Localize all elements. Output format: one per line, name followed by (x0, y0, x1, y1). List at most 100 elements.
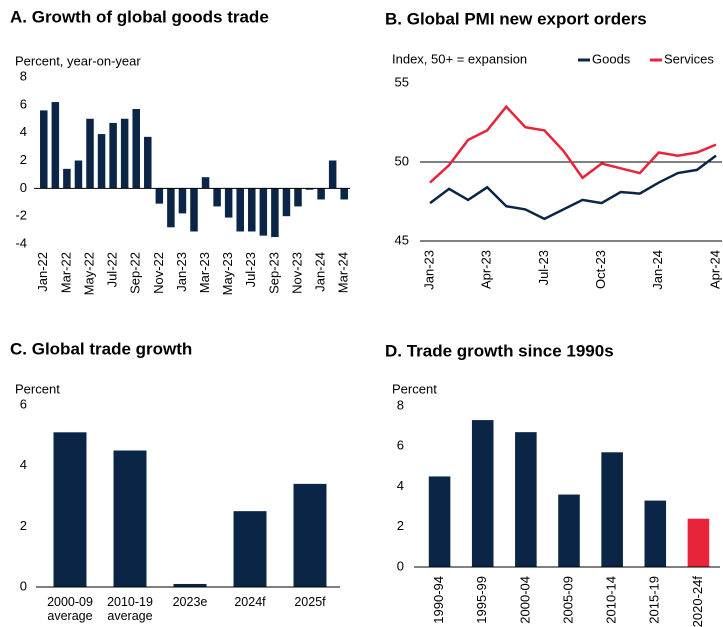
bar (248, 188, 256, 232)
bar (113, 450, 147, 587)
legend-label: Services (664, 51, 714, 66)
y-tick-label: 55 (395, 74, 409, 89)
y-tick-label: -2 (15, 208, 27, 223)
x-tick-label: 1995-99 (474, 576, 489, 624)
x-tick-label: Sep-22 (128, 252, 143, 294)
bar (293, 483, 327, 587)
chart-title: C. Global trade growth (10, 339, 192, 358)
legend-label: Goods (592, 51, 631, 66)
bar (687, 518, 710, 567)
x-tick-label: Jan-22 (35, 252, 50, 292)
bar (178, 188, 187, 214)
x-tick-label: Jul-23 (243, 252, 258, 287)
bar (515, 432, 537, 567)
y-tick-label: 8 (20, 68, 27, 83)
x-tick-label: May-22 (81, 252, 96, 295)
x-tick-label: Jan-23 (421, 250, 436, 290)
x-tick-label: 2010-14 (604, 576, 619, 624)
bar (120, 118, 129, 189)
bar (53, 432, 87, 587)
bar (109, 122, 117, 189)
x-tick-label: Jan-23 (174, 252, 189, 292)
x-tick-label: 2000-04 (517, 576, 532, 624)
bar (132, 109, 140, 189)
series-line (429, 154, 717, 221)
y-tick-label: 2 (20, 152, 27, 167)
bar (40, 110, 48, 189)
x-tick-label: Apr-23 (479, 250, 494, 289)
bar (305, 188, 314, 190)
bar (558, 494, 580, 567)
y-tick-label: 0 (20, 180, 27, 195)
y-tick-label: 50 (395, 153, 409, 168)
x-tick-label: 1990-94 (431, 576, 446, 624)
axis-subtitle: Percent (15, 381, 60, 396)
y-tick-label: 0 (397, 558, 404, 573)
bar (213, 188, 221, 207)
bar (233, 511, 267, 587)
bar (86, 118, 94, 189)
x-tick-label: 2015-19 (647, 576, 662, 624)
bar (190, 188, 198, 232)
x-tick-label: Oct-23 (593, 250, 608, 289)
x-tick-label: 2010-19 average (107, 595, 153, 623)
chart-title: D. Trade growth since 1990s (385, 341, 614, 360)
bar (601, 452, 623, 567)
x-tick-label: Mar-23 (197, 252, 212, 293)
y-tick-label: 2 (397, 518, 404, 533)
bar (201, 177, 210, 189)
x-tick-label: 2023e (172, 595, 208, 609)
y-tick-label: 2 (20, 518, 27, 533)
y-tick-label: 45 (395, 232, 409, 247)
x-tick-label: 2024f (234, 595, 266, 609)
bar (428, 476, 451, 567)
bar (144, 136, 152, 189)
y-tick-label: 4 (397, 478, 404, 493)
bar (340, 188, 348, 200)
bar (271, 188, 279, 238)
y-tick-label: 6 (20, 396, 27, 411)
x-tick-label: Mar-24 (336, 252, 351, 293)
x-tick-label: 2005-09 (560, 576, 575, 624)
x-tick-label: 2000-09 average (47, 595, 93, 623)
x-tick-label: Jan-24 (650, 250, 665, 290)
y-tick-label: 4 (20, 124, 27, 139)
bar (294, 188, 302, 207)
x-tick-label: May-23 (220, 252, 235, 295)
y-tick-label: -4 (15, 235, 27, 250)
bar (51, 102, 60, 189)
bar (644, 500, 667, 567)
y-tick-label: 4 (20, 457, 27, 472)
x-tick-label: 2025f (294, 595, 326, 609)
bar (317, 188, 325, 200)
chart-title: B. Global PMI new export orders (385, 9, 647, 28)
bar (471, 420, 494, 567)
bar (236, 188, 244, 232)
x-tick-label: Jul-23 (536, 250, 551, 285)
bar (167, 188, 175, 228)
x-tick-label: Nov-23 (289, 252, 304, 294)
bar (259, 188, 268, 236)
bar (63, 168, 71, 189)
axis-subtitle: Percent (392, 381, 437, 396)
bar (155, 188, 164, 204)
x-tick-label: Apr-24 (707, 250, 722, 289)
x-tick-label: 2020-24f (690, 576, 705, 627)
bar (282, 188, 291, 217)
y-tick-label: 6 (20, 96, 27, 111)
axis-subtitle: Index, 50+ = expansion (392, 51, 527, 66)
x-tick-label: Nov-22 (151, 252, 166, 294)
bar (97, 134, 106, 189)
x-tick-label: Sep-23 (266, 252, 281, 294)
y-tick-label: 8 (397, 397, 404, 412)
y-tick-label: 0 (20, 578, 27, 593)
bar (74, 160, 83, 189)
bar (173, 583, 207, 587)
bar (328, 160, 337, 189)
series-line (429, 104, 717, 184)
bar (224, 188, 233, 218)
chart-title: A. Growth of global goods trade (10, 7, 269, 26)
axis-subtitle: Percent, year-on-year (15, 53, 141, 68)
x-tick-label: Jul-22 (105, 252, 120, 287)
